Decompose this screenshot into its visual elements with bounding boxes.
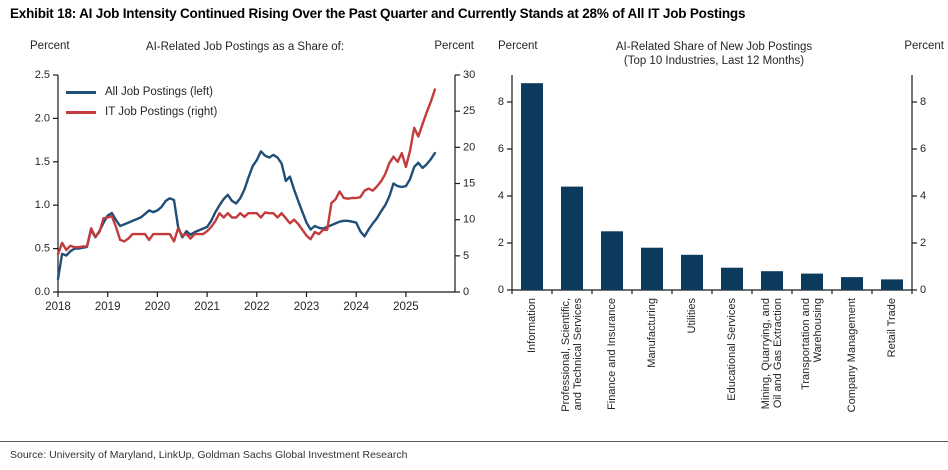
left-y-tick-label: 0.0 xyxy=(35,286,50,298)
bar-utilities xyxy=(681,254,703,291)
right-y-tick-label: 8 xyxy=(920,96,926,108)
left-y-tick-label: 0.5 xyxy=(35,243,50,255)
bar-label-educational-services: Educational Services xyxy=(726,298,738,401)
legend-label-all-job-postings: All Job Postings (left) xyxy=(105,86,214,98)
right-y-tick-label: 10 xyxy=(463,214,475,226)
line-chart-title: AI-Related Job Postings as a Share of: xyxy=(145,41,345,53)
bar-company-management xyxy=(841,277,863,290)
bar-manufacturing xyxy=(641,247,663,290)
right-y-tick-label: 2 xyxy=(920,237,926,249)
bar-educational-services xyxy=(721,267,743,290)
right-y-tick-label: 4 xyxy=(920,190,926,202)
footer-divider xyxy=(0,441,948,442)
right-y-tick-label: 6 xyxy=(920,143,926,155)
bar-chart-right-axis-unit: Percent xyxy=(904,40,944,52)
bar-transportation-and xyxy=(801,273,823,290)
bar-label-manufacturing: Manufacturing xyxy=(646,298,658,368)
legend-line-swatch-red xyxy=(66,110,96,114)
x-tick-label: 2023 xyxy=(294,301,320,313)
bar-chart-title-line2: (Top 10 Industries, Last 12 Months) xyxy=(623,55,805,67)
bar-information xyxy=(521,83,543,290)
bar-label-professional-scientific: Professional, Scientific, xyxy=(560,298,572,412)
left-y-tick-label: 2.0 xyxy=(35,112,50,124)
bar-chart-panel: Percent AI-Related Share of New Job Post… xyxy=(480,36,948,440)
right-y-tick-label: 0 xyxy=(463,286,469,298)
right-y-tick-label: 5 xyxy=(463,250,469,262)
legend-line-swatch-blue xyxy=(66,90,96,94)
source-note: Source: University of Maryland, LinkUp, … xyxy=(10,449,408,461)
left-y-tick-label: 2 xyxy=(498,237,504,249)
left-y-tick-label: 2.5 xyxy=(35,69,50,81)
line-chart-panel: Percent AI-Related Job Postings as a Sha… xyxy=(0,36,478,440)
legend-item-it-job-postings: IT Job Postings (right) xyxy=(66,102,217,122)
left-y-tick-label: 8 xyxy=(498,96,504,108)
left-y-tick-label: 0 xyxy=(498,284,504,296)
bar-label-finance-and-insurance: Finance and Insurance xyxy=(606,298,618,410)
bar-label-professional-scientific: and Technical Services xyxy=(572,298,584,411)
x-tick-label: 2022 xyxy=(244,301,270,313)
bar-chart-title-line1: AI-Related Share of New Job Postings xyxy=(615,41,813,53)
left-y-tick-label: 1.5 xyxy=(35,156,50,168)
x-tick-label: 2019 xyxy=(95,301,121,313)
x-tick-label: 2018 xyxy=(45,301,71,313)
legend-item-all-job-postings: All Job Postings (left) xyxy=(66,82,217,102)
line-series-it-job-postings-right xyxy=(56,88,437,256)
x-tick-label: 2021 xyxy=(194,301,220,313)
right-y-tick-label: 25 xyxy=(463,105,475,117)
right-y-tick-label: 15 xyxy=(463,178,475,190)
bar-chart-title: AI-Related Share of New Job Postings (To… xyxy=(564,40,864,68)
right-y-tick-label: 20 xyxy=(463,141,475,153)
bar-label-transportation-and: Warehousing xyxy=(812,298,824,362)
legend-label-it-job-postings: IT Job Postings (right) xyxy=(105,106,218,118)
charts-area: Percent AI-Related Job Postings as a Sha… xyxy=(0,36,948,440)
x-tick-label: 2024 xyxy=(343,301,369,313)
bar-label-company-management: Company Management xyxy=(846,298,858,412)
left-y-tick-label: 6 xyxy=(498,143,504,155)
right-y-tick-label: 0 xyxy=(920,284,926,296)
right-y-tick-label: 30 xyxy=(463,69,475,81)
x-tick-label: 2025 xyxy=(393,301,419,313)
bar-retail-trade xyxy=(881,279,903,290)
bar-mining-quarrying-and xyxy=(761,271,783,290)
line-chart-left-axis-unit: Percent xyxy=(30,40,70,52)
bar-label-information: Information xyxy=(526,298,538,353)
bar-professional-scientific xyxy=(561,186,583,290)
bar-label-mining-quarrying-and: Mining, Quarrying, and xyxy=(760,298,772,409)
bar-finance-and-insurance xyxy=(601,231,623,291)
bar-chart-left-axis-unit: Percent xyxy=(498,40,538,52)
line-series-all-job-postings-left xyxy=(56,150,437,281)
line-chart-right-axis-unit: Percent xyxy=(434,40,474,52)
x-tick-label: 2020 xyxy=(145,301,171,313)
bar-label-utilities: Utilities xyxy=(686,298,698,334)
bar-chart-canvas: 0 0 2 2 4 4 6 6 8 8 Information Professional, Scien… xyxy=(498,75,926,412)
bar-label-mining-quarrying-and: Oil and Gas Extraction xyxy=(772,298,784,408)
line-chart-legend: All Job Postings (left) IT Job Postings … xyxy=(66,82,217,122)
left-y-tick-label: 4 xyxy=(498,190,504,202)
left-y-tick-label: 1.0 xyxy=(35,199,50,211)
bar-label-retail-trade: Retail Trade xyxy=(886,298,898,357)
exhibit-title: Exhibit 18: AI Job Intensity Continued R… xyxy=(10,6,746,21)
bar-label-transportation-and: Transportation and xyxy=(800,298,812,390)
